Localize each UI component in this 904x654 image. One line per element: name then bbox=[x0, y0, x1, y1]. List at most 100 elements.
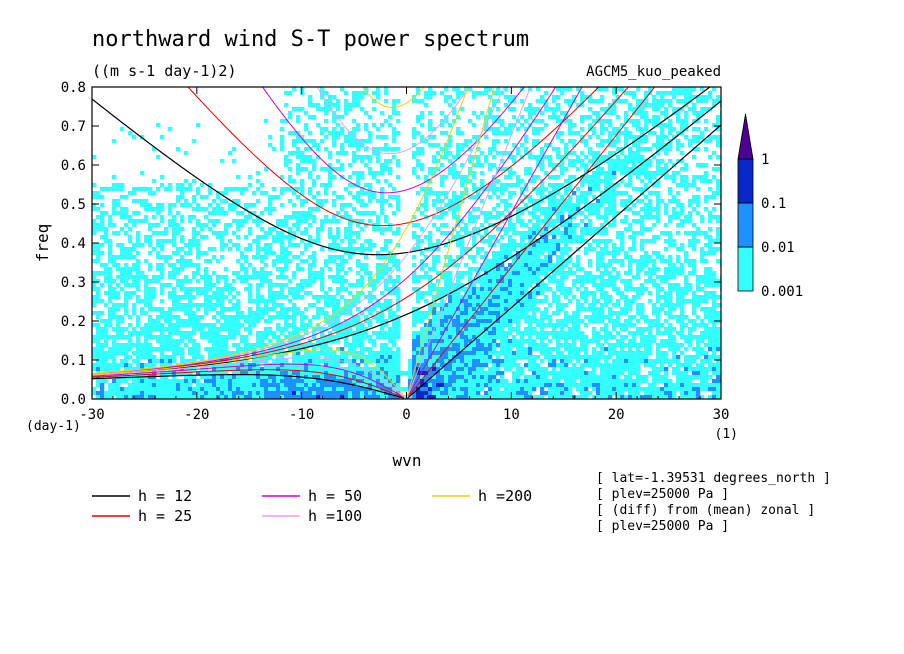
heatmap-cell bbox=[156, 187, 161, 192]
heatmap-cell bbox=[588, 179, 593, 184]
heatmap-cell bbox=[324, 315, 329, 320]
heatmap-cell bbox=[164, 319, 169, 324]
heatmap-cell bbox=[264, 307, 269, 312]
heatmap-cell bbox=[264, 327, 269, 332]
heatmap-cell bbox=[548, 287, 553, 292]
heatmap-cell bbox=[252, 211, 257, 216]
heatmap-cell bbox=[428, 239, 433, 244]
heatmap-cell bbox=[564, 99, 569, 104]
heatmap-cell bbox=[284, 335, 289, 340]
heatmap-cell bbox=[416, 175, 421, 180]
heatmap-cell bbox=[300, 215, 305, 220]
heatmap-cell bbox=[544, 187, 549, 192]
heatmap-cell bbox=[648, 147, 653, 152]
heatmap-cell bbox=[708, 215, 713, 220]
heatmap-cell bbox=[288, 111, 293, 116]
heatmap-cell bbox=[648, 207, 653, 212]
heatmap-cell bbox=[508, 191, 513, 196]
heatmap-cell bbox=[136, 295, 141, 300]
heatmap-cell bbox=[352, 103, 357, 108]
heatmap-cell bbox=[592, 279, 597, 284]
heatmap-cell bbox=[692, 239, 697, 244]
heatmap-cell bbox=[484, 283, 489, 288]
heatmap-cell bbox=[640, 307, 645, 312]
heatmap-cell bbox=[136, 343, 141, 348]
heatmap-cell bbox=[492, 155, 497, 160]
heatmap-cell bbox=[268, 199, 273, 204]
heatmap-cell bbox=[480, 267, 485, 272]
heatmap-cell bbox=[344, 107, 349, 112]
heatmap-cell bbox=[484, 155, 489, 160]
heatmap-cell bbox=[592, 111, 597, 116]
heatmap-cell bbox=[440, 319, 445, 324]
heatmap-cell bbox=[276, 343, 281, 348]
heatmap-cell bbox=[312, 115, 317, 120]
heatmap-cell bbox=[496, 215, 501, 220]
heatmap-cell bbox=[712, 239, 717, 244]
heatmap-cell bbox=[556, 163, 561, 168]
heatmap-cell bbox=[604, 227, 609, 232]
heatmap-cell bbox=[360, 283, 365, 288]
heatmap-cell bbox=[112, 347, 117, 352]
heatmap-cell bbox=[320, 283, 325, 288]
heatmap-cell bbox=[192, 311, 197, 316]
heatmap-cell bbox=[564, 119, 569, 124]
heatmap-cell bbox=[484, 123, 489, 128]
heatmap-cell bbox=[552, 115, 557, 120]
heatmap-cell bbox=[680, 123, 685, 128]
heatmap-cell bbox=[292, 179, 297, 184]
heatmap-cell bbox=[544, 239, 549, 244]
heatmap-cell bbox=[484, 291, 489, 296]
heatmap-cell bbox=[584, 339, 589, 344]
heatmap-cell bbox=[548, 239, 553, 244]
heatmap-cell bbox=[216, 203, 221, 208]
heatmap-cell bbox=[688, 287, 693, 292]
heatmap-cell bbox=[620, 335, 625, 340]
heatmap-cell bbox=[352, 343, 357, 348]
heatmap-cell bbox=[124, 231, 129, 236]
heatmap-cell bbox=[500, 323, 505, 328]
heatmap-cell bbox=[532, 175, 537, 180]
heatmap-cell bbox=[560, 119, 565, 124]
heatmap-cell bbox=[552, 335, 557, 340]
heatmap-cell bbox=[152, 275, 157, 280]
heatmap-cell bbox=[520, 239, 525, 244]
heatmap-cell bbox=[296, 155, 301, 160]
heatmap-cell bbox=[644, 207, 649, 212]
heatmap-cell bbox=[136, 347, 141, 352]
heatmap-cell bbox=[676, 91, 681, 96]
heatmap-cell bbox=[424, 139, 429, 144]
heatmap-cell bbox=[492, 191, 497, 196]
heatmap-cell bbox=[312, 295, 317, 300]
heatmap-cell bbox=[660, 127, 665, 132]
heatmap-cell bbox=[580, 319, 585, 324]
heatmap-cell bbox=[708, 95, 713, 100]
heatmap-cell bbox=[376, 171, 381, 176]
heatmap-cell bbox=[236, 303, 241, 308]
heatmap-cell bbox=[604, 155, 609, 160]
heatmap-cell bbox=[564, 271, 569, 276]
heatmap-cell bbox=[652, 191, 657, 196]
heatmap-cell bbox=[448, 343, 453, 348]
heatmap-cell bbox=[676, 295, 681, 300]
heatmap-cell bbox=[336, 243, 341, 248]
heatmap-cell bbox=[632, 339, 637, 344]
heatmap-cell bbox=[700, 275, 705, 280]
heatmap-cell bbox=[300, 319, 305, 324]
heatmap-cell bbox=[568, 223, 573, 228]
heatmap-cell bbox=[464, 139, 469, 144]
heatmap-cell bbox=[612, 159, 617, 164]
heatmap-cell bbox=[532, 107, 537, 112]
heatmap-cell bbox=[324, 319, 329, 324]
heatmap-cell bbox=[244, 259, 249, 264]
heatmap-cell bbox=[620, 239, 625, 244]
heatmap-cell bbox=[352, 347, 357, 352]
heatmap-cell bbox=[660, 103, 665, 108]
heatmap-cell bbox=[696, 135, 701, 140]
heatmap-cell bbox=[560, 195, 565, 200]
heatmap-cell bbox=[692, 319, 697, 324]
heatmap-cell bbox=[260, 295, 265, 300]
heatmap-cell bbox=[312, 183, 317, 188]
heatmap-cell bbox=[472, 111, 477, 116]
heatmap-cell bbox=[312, 195, 317, 200]
